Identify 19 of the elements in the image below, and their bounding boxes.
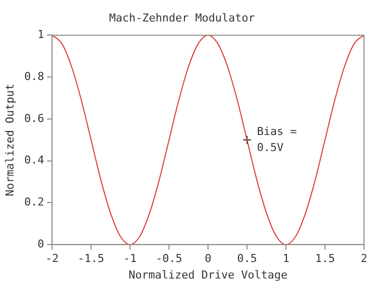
y-tick-label: 0.6 — [24, 112, 44, 125]
x-axis-title: Normalized Drive Voltage — [128, 268, 288, 282]
y-tick-label: 1 — [37, 28, 44, 42]
x-tick-label: -1 — [123, 252, 137, 266]
annotation: Bias = 0.5V — [257, 124, 298, 154]
x-tick-label: 1 — [282, 252, 290, 266]
x-tick-label: -0.5 — [156, 252, 182, 266]
x-tick-label: -1.5 — [78, 252, 104, 266]
y-tick-label: 0 — [37, 237, 44, 250]
chart-title: Mach-Zehnder Modulator — [109, 11, 256, 24]
x-tick-label: 0 — [204, 252, 212, 266]
x-tick-label: 1.5 — [315, 252, 335, 266]
y-tick-label: 0.4 — [24, 154, 44, 167]
x-tick-label: 0.5 — [237, 252, 257, 266]
x-tick-label: -2 — [45, 252, 59, 266]
y-axis-title: Normalized Output — [3, 84, 16, 196]
y-tick-label: 0.8 — [24, 70, 44, 83]
y-tick-label: 0.2 — [24, 196, 44, 209]
x-tick-label: 2 — [360, 252, 368, 266]
